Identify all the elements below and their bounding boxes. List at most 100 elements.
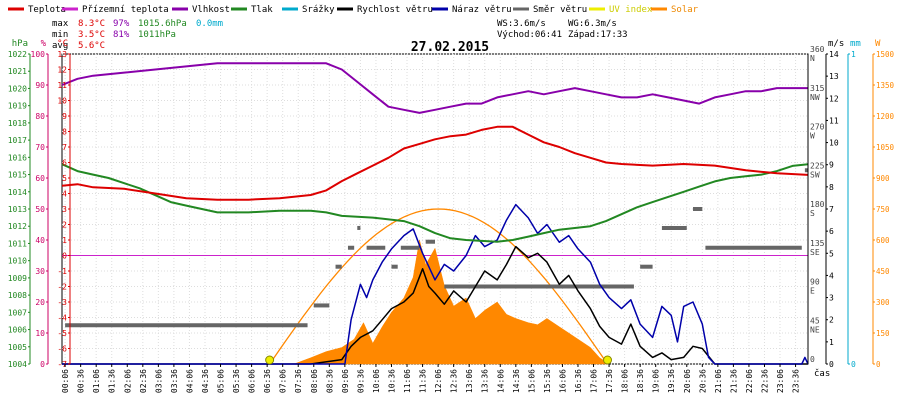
- stats-block: max 8.3°C 97% 1015.6hPa 0.0mm min 3.5°C …: [52, 19, 223, 51]
- axis-w-tick-label: 900: [876, 174, 890, 183]
- axis-x-tick-label: 02:36: [139, 369, 148, 393]
- axis-x-tick-label: 21:06: [714, 369, 723, 393]
- axis-w-tick-label: 300: [876, 298, 890, 307]
- axis-dir-tick-label: 90: [810, 278, 820, 287]
- axis-x-tick-label: 08:36: [325, 369, 334, 393]
- axis-pct-tick-label: 40: [35, 236, 45, 245]
- axis-degc-tick-label: 9: [62, 112, 67, 121]
- legend-label-3: Tlak: [251, 5, 273, 15]
- axis-degc-tick-label: -5: [57, 329, 67, 338]
- axis-dir-tick-label: 360: [810, 45, 825, 54]
- axis-degc-tick-label: 13: [57, 50, 67, 59]
- stat-max-temp: 8.3°C: [78, 19, 105, 29]
- axis-ms-tick-label: 4: [829, 271, 834, 280]
- axis-x-tick-label: 11:36: [419, 369, 428, 393]
- axis-x-tick-label: 16:06: [558, 369, 567, 393]
- axis-ms-tick-label: 11: [829, 116, 839, 125]
- axis-dir-tick-letter: S: [810, 209, 815, 218]
- axis-ms-tick-label: 0: [829, 360, 834, 369]
- axis-hpa-tick-label: 1005: [8, 343, 27, 352]
- axis-x-tick-label: 14:06: [496, 369, 505, 393]
- axis-ms-tick-label: 10: [829, 139, 839, 148]
- axis-ms-tick-label: 3: [829, 294, 834, 303]
- stat-min-temp: 3.5°C: [78, 30, 105, 40]
- axis-ms-tick-label: 6: [829, 227, 834, 236]
- stat-avg-label: avg: [52, 41, 68, 51]
- axis-dir-tick-letter: NW: [810, 93, 820, 102]
- wind-info: WS:3.6m/s WG:6.3m/s Východ:06:41 Západ:1…: [497, 19, 628, 40]
- axis-hpa-tick-label: 1018: [8, 119, 27, 128]
- axis-pct-tick-label: 0: [40, 360, 45, 369]
- wind-wg: WG:6.3m/s: [568, 19, 617, 29]
- axis-ms-unit: m/s: [828, 39, 844, 49]
- axis-hpa-tick-label: 1007: [8, 308, 27, 317]
- axis-hpa-tick-label: 1015: [8, 171, 27, 180]
- axis-x-tick-label: 05:06: [217, 369, 226, 393]
- axis-ms-tick-label: 2: [829, 316, 834, 325]
- axis-pct-unit: %: [41, 39, 47, 49]
- axis-pct-tick-label: 100: [31, 50, 46, 59]
- axis-x-tick-label: 02:06: [123, 369, 132, 393]
- series-solar: [273, 239, 610, 365]
- axis-degc-tick-label: -6: [57, 345, 67, 354]
- axis-hpa-tick-label: 1012: [8, 222, 27, 231]
- axis-w-tick-label: 600: [876, 236, 890, 245]
- axis-x-tick-label: 11:06: [403, 369, 412, 393]
- axis-x-tick-label: 04:06: [185, 369, 194, 393]
- stat-min-press: 1011hPa: [138, 30, 176, 40]
- stat-max-rain: 0.0mm: [196, 19, 223, 29]
- axis-x-tick-label: 23:06: [776, 369, 785, 393]
- axis-x-tick-label: 06:36: [263, 369, 272, 393]
- axis-x-tick-label: 20:06: [683, 369, 692, 393]
- axis-w-tick-label: 1200: [876, 112, 895, 121]
- axis-hpa-tick-label: 1014: [8, 188, 27, 197]
- axis-ms-tick-label: 9: [829, 161, 834, 170]
- axis-ms-tick-label: 14: [829, 50, 839, 59]
- series-wind-speed: [62, 245, 808, 365]
- axis-dir-tick-letter: N: [810, 54, 815, 63]
- axis-dir-tick-letter: E: [810, 287, 815, 296]
- axis-x-tick-label: 07:36: [294, 369, 303, 393]
- axis-degc-tick-label: 8: [62, 128, 67, 137]
- axis-x-tick-label: 01:36: [108, 369, 117, 393]
- sun-marker-0: [265, 355, 275, 365]
- axis-degc-tick-label: -7: [57, 360, 67, 369]
- axis-x-tick-label: 09:06: [341, 369, 350, 393]
- axis-dir-tick-label: 135: [810, 239, 825, 248]
- axis-x-tick-label: 13:36: [481, 369, 490, 393]
- axis-degc-tick-label: 12: [57, 66, 67, 75]
- axis-degc-unit: °C: [57, 39, 68, 49]
- axis-x-tick-label: 17:36: [605, 369, 614, 393]
- axis-hpa-tick-label: 1008: [8, 291, 27, 300]
- axis-mm-unit: mm: [850, 39, 861, 49]
- axis-w-tick-label: 1350: [876, 81, 895, 90]
- axis-ms-tick-label: 13: [829, 72, 839, 81]
- axis-x-tick-label: 00:06: [61, 369, 70, 393]
- axis-pct-tick-label: 50: [35, 205, 45, 214]
- legend-label-1: Přízemní teplota: [82, 5, 169, 15]
- axis-degc-tick-label: -2: [57, 283, 67, 292]
- axis-mm-tick-label: 1: [851, 50, 856, 59]
- axis-degc-tick-label: 0: [62, 252, 67, 261]
- axis-degc-tick-label: 3: [62, 205, 67, 214]
- axis-x-tick-label: 00:36: [77, 369, 86, 393]
- axis-x-tick-label: 19:06: [652, 369, 661, 393]
- axis-x-tick-label: 14:36: [512, 369, 521, 393]
- axis-ms-tick-label: 7: [829, 205, 834, 214]
- axis-degc-tick-label: 2: [62, 221, 67, 230]
- axis-dir-tick-label: 225: [810, 161, 825, 170]
- series-pressure: [61, 163, 809, 243]
- axis-degc-tick-label: 4: [62, 190, 67, 199]
- axis-w-tick-label: 450: [876, 267, 890, 276]
- axis-dir-tick-label: 315: [810, 84, 825, 93]
- stat-max-press: 1015.6hPa: [138, 19, 187, 29]
- axis-degc-tick-label: 7: [62, 143, 67, 152]
- legend-label-5: Rychlost větru: [357, 5, 433, 15]
- legend-label-6: Náraz větru: [452, 5, 512, 15]
- stat-avg-temp: 5.6°C: [78, 41, 105, 51]
- legend-label-0: Teplota: [28, 5, 66, 15]
- axis-dir-tick-letter: NE: [810, 325, 820, 334]
- axis-x-tick-label: 18:06: [621, 369, 630, 393]
- axis-w-tick-label: 750: [876, 205, 890, 214]
